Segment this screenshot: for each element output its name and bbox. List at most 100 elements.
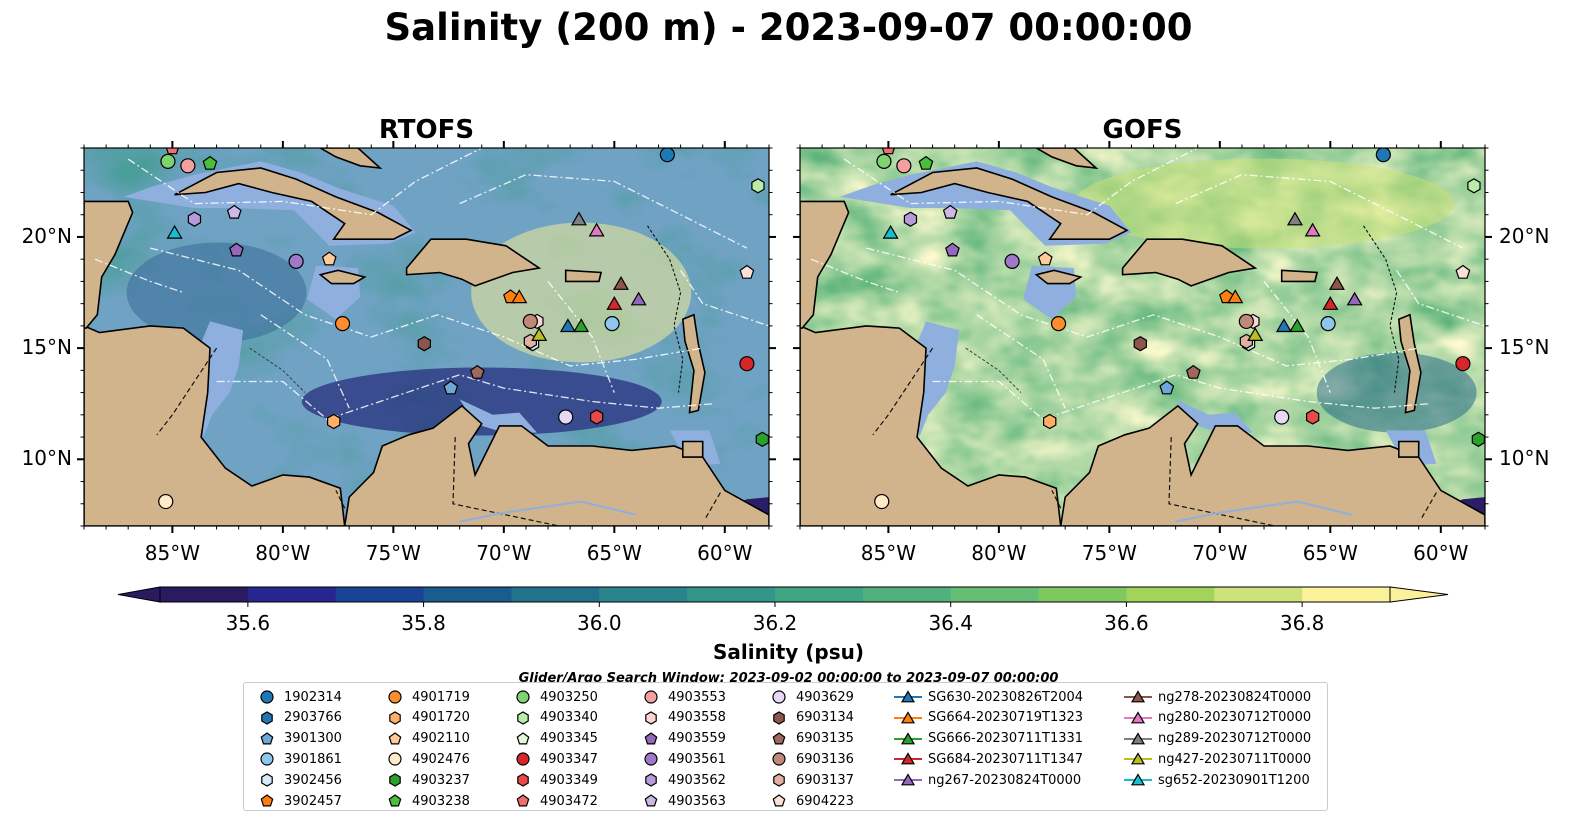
legend-marker [388,731,402,745]
legend-label: ng427-20230711T0000 [1158,751,1312,767]
legend-item: 4901719 [384,687,470,707]
legend-item: 4903562 [640,770,726,790]
panel-title-gofs: GOFS [1102,115,1183,145]
map-marker-4903340 [1467,178,1481,194]
lon-tick-label: 70°W [1192,541,1248,565]
legend-item: 6903134 [768,708,854,728]
legend-label: 4903562 [668,772,726,788]
map-marker-4903340 [751,178,765,194]
panel-title-rtofs: RTOFS [378,115,475,145]
lon-tick-label: 75°W [1081,541,1137,565]
legend-marker [644,690,658,704]
legend-marker [772,690,786,704]
land-south-america [1059,404,1485,526]
colorbar-tick-label: 36.8 [1279,611,1325,635]
map-marker-4903472 [881,148,895,155]
legend-item: 2903766 [256,708,342,728]
map-marker-SG664-20230719T1323 [511,289,528,304]
legend-marker-icon [260,731,274,745]
colorbar-extend-low [117,586,161,603]
legend-item: ng280-20230712T0000 [1124,708,1311,728]
colorbar-segment [599,587,688,602]
legend-marker [261,773,273,787]
legend-marker [773,773,785,787]
map-marker-SG666-20230711T1331 [1289,318,1306,333]
map-frames [77,141,1492,533]
map-marker-4903563 [226,204,242,219]
legend-label: 6903135 [796,731,854,747]
legend-marker [644,731,658,745]
legend-marker-icon [517,711,529,725]
land-central-america [800,325,1062,526]
colorbar-extend-high [1389,586,1449,603]
legend-item: 3902456 [256,770,342,790]
map-marker-4903553 [180,158,196,174]
map-marker-4903559 [229,242,244,257]
legend-label: 4903345 [540,731,598,747]
map-marker-4901720 [1042,413,1057,430]
legend-item: 4903347 [512,749,598,769]
legend-label: 4903629 [796,689,854,705]
map-marker-4902476 [158,493,174,510]
lon-tick-label: 85°W [860,541,916,565]
legend-marker-icon [645,711,657,725]
map-marker-4903472 [165,148,179,155]
legend-label: 3901300 [284,731,342,747]
legend-marker [388,690,402,704]
lon-tick-label: 80°W [255,541,311,565]
legend-item: 4903558 [640,708,726,728]
map-marker-4903237 [755,431,769,447]
colorbar-segment [1214,587,1303,602]
legend-marker-icon [261,773,273,787]
legend-label: 6903136 [796,751,854,767]
colorbar-segment [1126,587,1215,602]
land-trinidad [1398,440,1420,458]
legend-label: 2903766 [284,710,342,726]
legend-item: SG666-20230711T1331 [894,729,1083,749]
rtofs-map [84,148,769,526]
legend-marker [389,773,401,787]
land-south-america [343,404,769,526]
lon-tick-label: 65°W [586,541,642,565]
legend-label: SG630-20230826T2004 [928,689,1084,705]
colorbar-segment [160,587,249,602]
legend-marker-icon [389,711,401,725]
lat-tick-label: 15°N [21,335,72,360]
map-marker-3901861 [1320,316,1336,332]
colorbar-segment [775,587,864,602]
map-marker-4903349 [1305,409,1320,425]
legend-marker [772,731,786,745]
legend-marker [388,794,402,807]
legend: 1902314 2903766 3901300 3901861 3902456 39024… [243,682,1328,811]
legend-marker-icon [773,773,785,787]
land-hispaniola [1121,238,1258,287]
map-marker-3901300 [443,380,459,395]
legend-marker [517,711,529,725]
legend-item: 4901720 [384,708,470,728]
map-marker-6903136 [1238,313,1254,330]
legend-item: 6903135 [768,729,854,749]
legend-marker [772,794,786,807]
legend-item: ng289-20230712T0000 [1124,729,1311,749]
map-marker-4903347 [739,356,755,372]
map-marker-3901861 [604,316,620,332]
map-marker-6903135 [469,364,485,379]
legend-label: 4903349 [540,772,598,788]
legend-marker [261,711,273,725]
legend-marker [516,752,530,766]
legend-marker [260,794,274,807]
lon-tick-label: 75°W [365,541,421,565]
legend-marker [900,752,916,765]
map-marker-3901300 [1159,380,1175,395]
legend-marker-icon [260,690,274,704]
map-marker-1902314 [1375,148,1391,163]
legend-marker-icon [894,773,922,786]
map-marker-4903629 [1274,409,1290,425]
legend-item: 4903559 [640,729,726,749]
legend-item: 4903349 [512,770,598,790]
land-hispaniola [405,238,542,287]
land-cuba [890,167,1129,240]
legend-marker-icon [894,752,922,765]
colorbar-tick-label: 36.6 [1104,611,1149,635]
colorbar-label: Salinity (psu) [712,640,864,664]
